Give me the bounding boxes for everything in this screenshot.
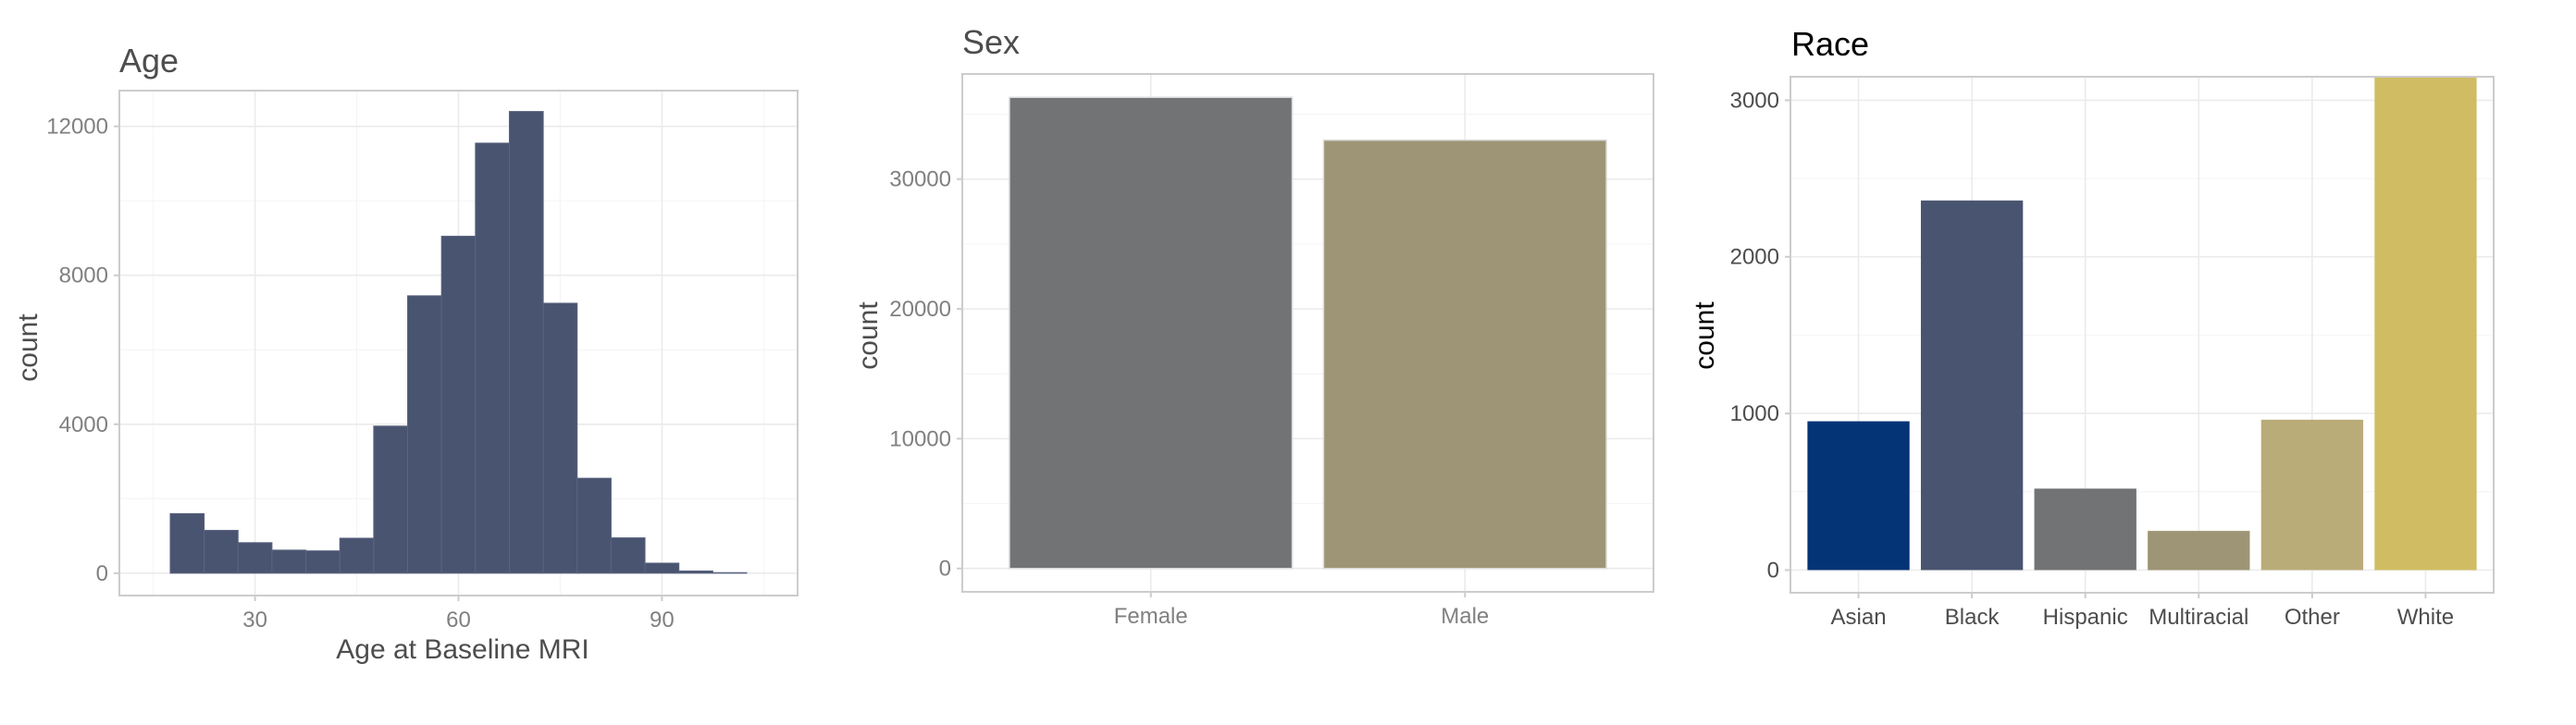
sex-x-tick-label: Male <box>1441 604 1489 629</box>
age-histogram-bar <box>339 537 375 574</box>
race-bar-black <box>1920 200 2024 571</box>
age-histogram-bar <box>204 530 239 574</box>
sex-y-tick-label: 0 <box>939 557 951 582</box>
race-y-axis-title: count <box>1690 301 1720 370</box>
age-x-tick-label: 60 <box>446 608 471 633</box>
race-y-tick-label: 3000 <box>1730 88 1779 113</box>
race-chart-title: Race <box>1791 25 1869 63</box>
race-bar-other <box>2260 419 2364 571</box>
race-bar-white <box>2374 77 2477 571</box>
age-y-tick-label: 4000 <box>59 412 108 437</box>
sex-y-axis-title: count <box>853 301 884 370</box>
age-histogram-bar <box>475 142 510 574</box>
race-x-tick-label: Black <box>1945 605 2000 630</box>
age-y-tick-label: 8000 <box>59 264 108 289</box>
race-panel-border <box>1790 76 2495 594</box>
age-histogram-bar <box>440 235 477 574</box>
age-histogram-bar <box>508 111 544 574</box>
age-histogram-panel: Age Age at Baseline MRI count 30 60 90 0 400… <box>13 42 799 665</box>
sex-chart-title: Sex <box>962 23 1020 61</box>
race-bar-asian <box>1807 421 1910 571</box>
sex-y-tick-label: 10000 <box>889 426 951 451</box>
age-y-axis-title: count <box>13 313 43 382</box>
age-histogram-bar <box>542 302 578 574</box>
age-panel-border <box>118 90 799 596</box>
sex-bar-female <box>1009 96 1294 570</box>
age-histogram-bar <box>576 477 612 574</box>
race-bar-panel: Race count 0 1000 2000 3000 Asian Black Hispan… <box>1690 25 2495 630</box>
race-y-tick-label: 0 <box>1767 558 1779 583</box>
sex-panel-border <box>961 73 1654 593</box>
race-y-tick-label: 1000 <box>1730 401 1779 426</box>
age-histogram-bar <box>373 425 409 574</box>
age-y-tick-label: 12000 <box>46 115 108 140</box>
age-histogram-bar <box>271 549 307 574</box>
race-x-tick-label: Hispanic <box>2043 605 2128 630</box>
sex-bar-panel: Sex count 0 10000 20000 30000 Female Male <box>853 23 1654 629</box>
age-histogram-bar <box>678 570 713 574</box>
age-histogram-bar <box>407 295 442 574</box>
sex-y-tick-label: 30000 <box>889 167 951 192</box>
age-histogram-bar <box>712 571 748 574</box>
race-x-tick-label: Asian <box>1831 605 1887 630</box>
age-y-tick-label: 0 <box>96 561 108 586</box>
race-bar-hispanic <box>2034 488 2136 571</box>
age-histogram-bar <box>305 550 341 574</box>
sex-x-tick-label: Female <box>1114 604 1188 629</box>
age-histogram-bar <box>610 537 646 574</box>
age-x-tick-label: 90 <box>650 608 675 633</box>
age-histogram-bar <box>169 512 205 574</box>
race-x-tick-label: White <box>2397 605 2454 630</box>
sex-y-tick-label: 20000 <box>889 297 951 322</box>
age-x-axis-title: Age at Baseline MRI <box>336 634 588 665</box>
age-x-tick-label: 30 <box>242 608 267 633</box>
race-x-tick-label: Other <box>2285 605 2340 630</box>
age-chart-title: Age <box>119 42 179 80</box>
age-histogram-bar <box>644 562 680 574</box>
race-bar-multiracial <box>2148 531 2250 571</box>
age-histogram-bar <box>237 542 273 574</box>
sex-bar-male <box>1322 139 1607 570</box>
race-x-tick-label: Multiracial <box>2149 605 2248 630</box>
race-y-tick-label: 2000 <box>1730 245 1779 270</box>
